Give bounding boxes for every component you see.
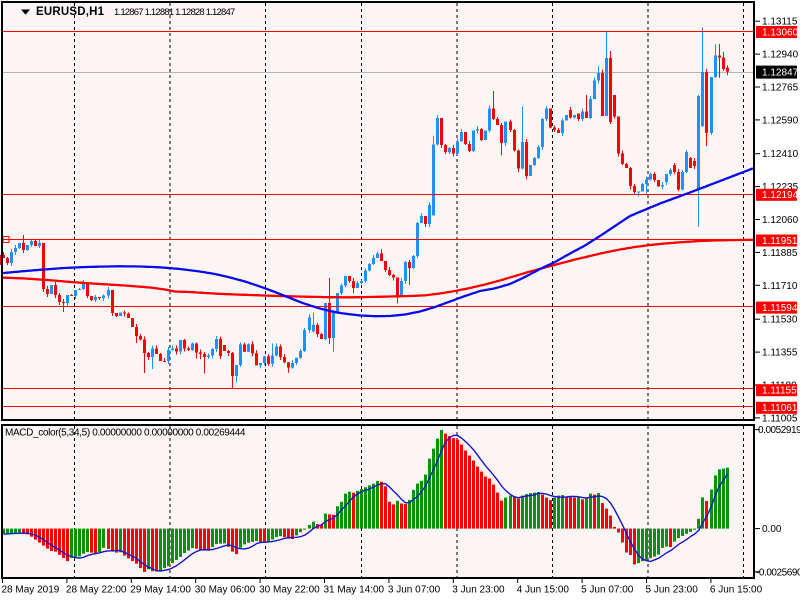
svg-text:-0.0025690: -0.0025690 xyxy=(756,567,800,578)
svg-text:EURUSD,H1: EURUSD,H1 xyxy=(36,6,105,18)
svg-text:6 Jun 15:00: 6 Jun 15:00 xyxy=(710,585,763,596)
svg-text:1.12235: 1.12235 xyxy=(762,182,799,193)
svg-text:29 May 14:00: 29 May 14:00 xyxy=(130,585,191,596)
svg-text:1.12940: 1.12940 xyxy=(762,50,799,61)
svg-text:MACD_color(5,34,5) 0.00000000: MACD_color(5,34,5) 0.00000000 0.00000000… xyxy=(5,428,246,439)
svg-text:0.0052919: 0.0052919 xyxy=(758,425,800,436)
svg-text:1.11155: 1.11155 xyxy=(762,386,797,397)
svg-text:1.11005: 1.11005 xyxy=(762,413,798,424)
svg-text:4 Jun 15:00: 4 Jun 15:00 xyxy=(517,585,570,596)
svg-text:5 Jun 23:00: 5 Jun 23:00 xyxy=(646,585,699,596)
svg-text:1.13060: 1.13060 xyxy=(762,27,799,38)
svg-text:1.12410: 1.12410 xyxy=(762,149,799,160)
svg-text:30 May 06:00: 30 May 06:00 xyxy=(195,585,256,596)
svg-text:1.13115: 1.13115 xyxy=(762,17,798,28)
svg-text:1.12590: 1.12590 xyxy=(762,115,799,126)
svg-text:1.12847: 1.12847 xyxy=(762,67,799,78)
svg-text:1.11355: 1.11355 xyxy=(762,348,798,359)
svg-text:1.12194: 1.12194 xyxy=(762,190,799,201)
svg-text:1.11061: 1.11061 xyxy=(762,403,798,414)
svg-text:1.11951: 1.11951 xyxy=(762,236,798,247)
svg-text:28 May 22:00: 28 May 22:00 xyxy=(66,585,127,596)
svg-text:5 Jun 07:00: 5 Jun 07:00 xyxy=(581,585,634,596)
svg-text:1.11530: 1.11530 xyxy=(762,315,798,326)
svg-text:0.00: 0.00 xyxy=(762,524,782,535)
svg-text:28 May 2019: 28 May 2019 xyxy=(2,585,60,596)
svg-text:1.11885: 1.11885 xyxy=(762,248,798,259)
svg-text:1.12060: 1.12060 xyxy=(762,215,799,226)
svg-text:31 May 14:00: 31 May 14:00 xyxy=(324,585,385,596)
svg-text:3 Jun 07:00: 3 Jun 07:00 xyxy=(388,585,441,596)
svg-text:30 May 22:00: 30 May 22:00 xyxy=(259,585,320,596)
svg-text:1.11710: 1.11710 xyxy=(762,281,798,292)
svg-text:1.12867 1.12881 1.12828 1.1284: 1.12867 1.12881 1.12828 1.12847 xyxy=(114,7,235,18)
svg-text:1.12765: 1.12765 xyxy=(762,83,799,94)
svg-text:1.11594: 1.11594 xyxy=(762,303,798,314)
svg-text:3 Jun 23:00: 3 Jun 23:00 xyxy=(452,585,505,596)
